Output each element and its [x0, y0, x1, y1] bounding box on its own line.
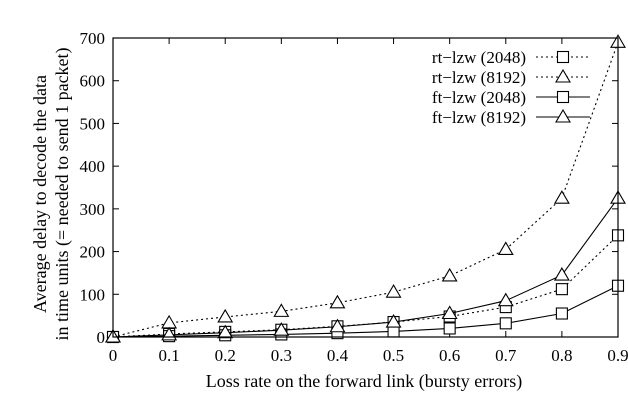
data-point	[553, 266, 570, 281]
data-point	[441, 305, 458, 320]
x-tick-label: 0.9	[607, 346, 628, 365]
x-tick-label: 0.4	[327, 346, 349, 365]
series-line	[112, 285, 619, 338]
series-2	[105, 34, 626, 343]
y-tick-label: 500	[80, 114, 106, 133]
data-point	[385, 284, 402, 298]
legend-label: rt−lzw (2048)	[432, 48, 526, 67]
data-point	[497, 241, 514, 255]
series-1	[106, 229, 625, 344]
legend-label: ft−lzw (8192)	[432, 108, 526, 127]
x-tick-label: 0.8	[551, 346, 572, 365]
legend-marker	[556, 90, 570, 104]
data-point	[499, 317, 512, 330]
series-line	[112, 197, 619, 338]
x-axis-title: Loss rate on the forward link (bursty er…	[206, 371, 522, 392]
x-tick-label: 0.5	[383, 346, 404, 365]
x-tick-label: 0.6	[439, 346, 460, 365]
data-point	[273, 322, 290, 336]
y-tick-label: 0	[97, 328, 106, 347]
x-tick-label: 0.3	[271, 346, 292, 365]
y-tick-label: 300	[80, 200, 106, 219]
x-tick-label: 0.2	[215, 346, 236, 365]
data-point	[329, 294, 346, 309]
y-tick-label: 700	[80, 29, 106, 48]
plot-frame	[112, 37, 619, 338]
legend-marker	[555, 68, 571, 83]
legend-label: ft−lzw (2048)	[432, 88, 526, 107]
data-point	[555, 283, 568, 296]
y-axis-title-line-2: in time units (= needed to send 1 packet…	[52, 47, 73, 340]
legend-label: rt−lzw (8192)	[432, 68, 526, 87]
y-tick-label: 100	[80, 285, 106, 304]
data-point	[441, 267, 458, 282]
series-4	[105, 190, 626, 343]
legend-marker	[555, 108, 571, 123]
series-line	[112, 234, 619, 338]
data-point	[497, 292, 514, 307]
data-point	[553, 190, 570, 204]
data-point	[385, 313, 402, 328]
x-tick-label: 0.1	[158, 346, 179, 365]
legend: rt−lzw (2048)rt−lzw (8192)ft−lzw (2048)f…	[432, 48, 590, 127]
data-point	[329, 318, 346, 333]
legend-marker	[556, 50, 570, 64]
data-point	[217, 324, 234, 339]
y-tick-label: 200	[80, 243, 106, 262]
data-point	[443, 322, 456, 335]
series-line	[112, 42, 619, 338]
data-point	[555, 307, 568, 320]
data-point	[273, 303, 290, 317]
y-tick-label: 600	[80, 72, 106, 91]
y-tick-label: 400	[80, 157, 106, 176]
x-tick-label: 0.7	[495, 346, 517, 365]
series-3	[106, 279, 625, 344]
y-axis-title-line-1: Average delay to decode the data	[30, 75, 50, 313]
data-point	[161, 314, 178, 329]
data-point	[217, 308, 234, 323]
x-tick-label: 0	[109, 346, 118, 365]
